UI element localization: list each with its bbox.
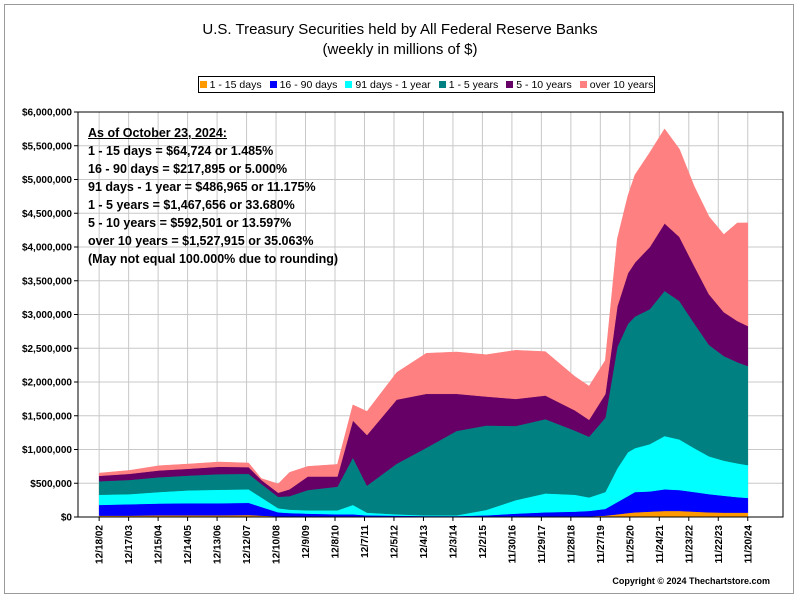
legend-swatch <box>579 81 587 88</box>
x-tick-label: 12/5/12 <box>390 525 401 559</box>
legend-item: 1 - 15 days <box>199 78 262 91</box>
legend-item: 16 - 90 days <box>269 78 338 91</box>
chart-title: U.S. Treasury Securities held by All Fed… <box>202 21 598 38</box>
legend-label: over 10 years <box>589 78 654 91</box>
y-tick-label: $2,500,000 <box>22 344 72 355</box>
chart-legend: 1 - 15 days 16 - 90 days 91 days - 1 year 1… <box>198 76 655 93</box>
y-tick-label: $500,000 <box>30 479 72 490</box>
annotation-line: 1 - 15 days = $64,724 or 1.485% <box>88 144 274 158</box>
x-tick-label: 12/17/03 <box>124 525 135 564</box>
x-tick-label: 12/4/13 <box>419 525 430 559</box>
legend-swatch <box>506 81 514 88</box>
copyright-text: Copyright © 2024 Thechartstore.com <box>612 576 770 586</box>
x-tick-label: 11/23/22 <box>684 525 695 564</box>
y-tick-label: $4,000,000 <box>22 243 72 254</box>
x-tick-label: 11/22/23 <box>714 525 725 564</box>
annotation-line: 1 - 5 years = $1,467,656 or 33.680% <box>88 198 295 212</box>
y-tick-label: $5,500,000 <box>22 141 72 152</box>
x-tick-label: 12/10/08 <box>272 525 283 564</box>
legend-label: 1 - 15 days <box>209 78 262 91</box>
x-tick-label: 12/8/10 <box>331 525 342 559</box>
annotation-line: (May not equal 100.000% due to rounding) <box>88 252 339 266</box>
annotation-box: As of October 23, 2024: 1 - 15 days = $6… <box>88 124 338 268</box>
y-tick-label: $1,500,000 <box>22 411 72 422</box>
x-tick-label: 12/14/05 <box>183 525 194 564</box>
y-tick-label: $4,500,000 <box>22 209 72 220</box>
x-tick-label: 11/24/21 <box>655 525 666 564</box>
legend-item: 1 - 5 years <box>438 78 499 91</box>
legend-item: 91 days - 1 year <box>345 78 431 91</box>
area-series-6 <box>98 128 749 493</box>
x-tick-label: 11/28/18 <box>566 525 577 564</box>
legend-swatch <box>345 81 353 88</box>
legend-swatch <box>199 81 207 88</box>
x-tick-label: 12/12/07 <box>242 525 253 564</box>
x-tick-label: 12/2/15 <box>478 525 489 559</box>
y-tick-label: $2,000,000 <box>22 378 72 389</box>
x-tick-label: 12/3/14 <box>448 525 459 559</box>
legend-item: 5 - 10 years <box>506 78 572 91</box>
x-tick-label: 12/7/11 <box>360 525 371 558</box>
y-tick-label: $3,000,000 <box>22 310 72 321</box>
legend-swatch <box>438 81 446 88</box>
x-tick-label: 11/30/16 <box>507 525 518 564</box>
x-tick-label: 12/15/04 <box>154 525 165 564</box>
y-tick-label: $1,000,000 <box>22 445 72 456</box>
y-tick-label: $0 <box>61 513 73 524</box>
legend-label: 16 - 90 days <box>279 78 338 91</box>
legend-swatch <box>269 81 277 88</box>
x-tick-label: 12/18/02 <box>95 525 106 564</box>
x-tick-label: 11/29/17 <box>537 525 548 564</box>
legend-label: 1 - 5 years <box>448 78 499 91</box>
annotation-line: 5 - 10 years = $592,501 or 13.597% <box>88 216 292 230</box>
x-tick-label: 12/13/06 <box>213 525 224 564</box>
annotation-line: 16 - 90 days = $217,895 or 5.000% <box>88 162 288 176</box>
annotation-line: over 10 years = $1,527,915 or 35.063% <box>88 234 314 248</box>
x-tick-label: 11/27/19 <box>596 525 607 564</box>
y-tick-label: $6,000,000 <box>22 108 72 119</box>
x-tick-label: 12/9/09 <box>301 525 312 559</box>
plot-border <box>77 111 784 518</box>
y-tick-label: $5,000,000 <box>22 175 72 186</box>
legend-label: 91 days - 1 year <box>355 78 431 91</box>
legend-item: over 10 years <box>579 78 654 91</box>
annotation-line: 91 days - 1 year = $486,965 or 11.175% <box>88 180 316 194</box>
y-tick-label: $3,500,000 <box>22 276 72 287</box>
chart-subtitle: (weekly in millions of $) <box>322 41 478 58</box>
legend-label: 5 - 10 years <box>516 78 572 91</box>
x-tick-label: 11/25/20 <box>625 525 636 564</box>
annotation-heading: As of October 23, 2024: <box>88 126 227 140</box>
x-tick-label: 11/20/24 <box>743 525 754 564</box>
